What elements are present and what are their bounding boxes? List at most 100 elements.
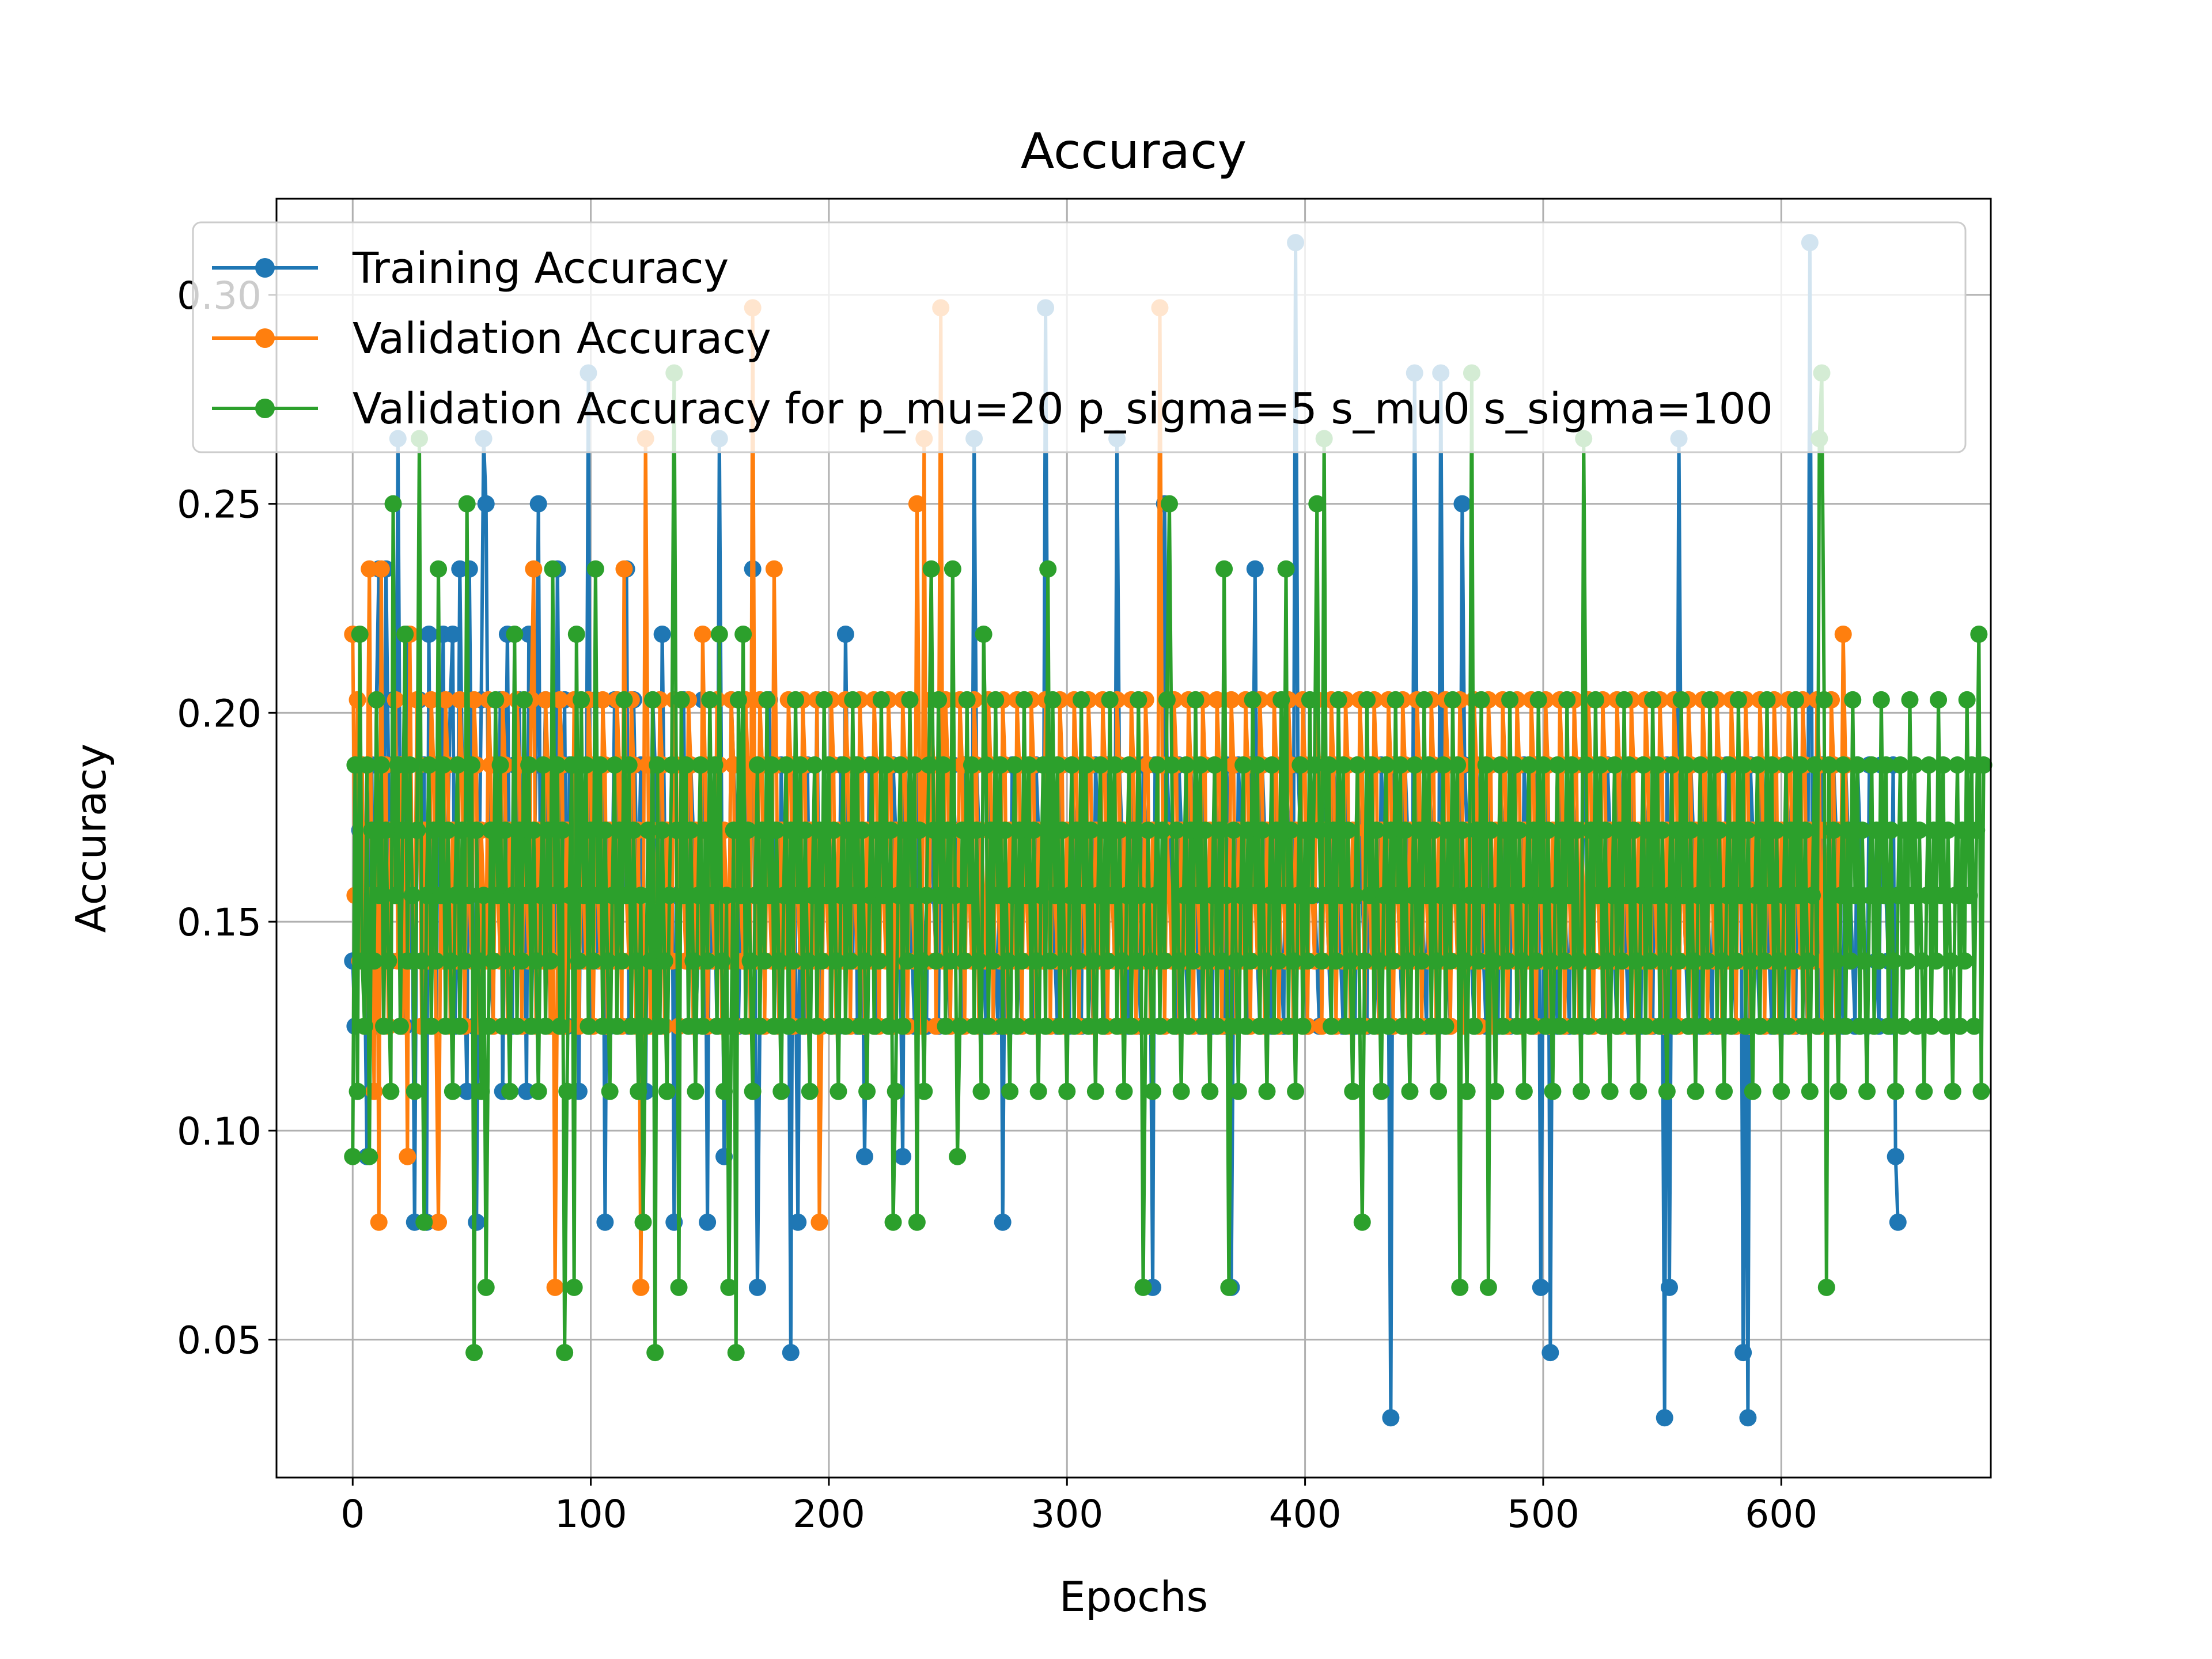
data-point: [1406, 756, 1423, 774]
data-point: [1210, 821, 1228, 839]
data-point: [401, 756, 419, 774]
data-point: [1396, 821, 1414, 839]
data-point: [715, 1082, 733, 1100]
data-point: [494, 1017, 512, 1035]
data-point: [627, 952, 645, 970]
data-point: [651, 1017, 669, 1035]
data-point: [525, 560, 543, 578]
data-point: [908, 495, 926, 513]
data-point: [1605, 756, 1623, 774]
data-point: [596, 821, 614, 839]
data-point: [1263, 756, 1281, 774]
data-point: [1787, 691, 1805, 709]
data-point: [601, 1082, 619, 1100]
data-point: [951, 1017, 969, 1035]
data-point: [446, 887, 464, 904]
data-point: [1836, 1017, 1854, 1035]
data-point: [868, 821, 885, 839]
data-point: [1668, 821, 1685, 839]
legend: Training Accuracy Validation Accuracy Vali…: [192, 221, 1967, 453]
data-point: [1922, 1017, 1940, 1035]
data-point: [946, 887, 964, 904]
data-point: [537, 691, 555, 709]
data-point: [1649, 756, 1666, 774]
data-point: [680, 1017, 698, 1035]
data-point: [605, 756, 623, 774]
data-point: [1794, 1017, 1812, 1035]
data-point: [965, 1017, 983, 1035]
data-point: [525, 821, 543, 839]
data-point: [720, 1278, 738, 1296]
data-point: [894, 1147, 912, 1165]
data-point: [825, 821, 843, 839]
data-point: [434, 756, 452, 774]
data-point: [413, 952, 431, 970]
data-point: [1096, 821, 1114, 839]
data-point: [1608, 1017, 1626, 1035]
data-point: [1567, 821, 1585, 839]
data-point: [1168, 821, 1185, 839]
data-point: [1891, 756, 1909, 774]
data-point: [584, 952, 602, 970]
data-point: [979, 1017, 997, 1035]
data-point: [1729, 691, 1747, 709]
data-point: [1932, 887, 1950, 904]
data-point: [573, 691, 590, 709]
data-point: [1289, 887, 1307, 904]
data-point: [970, 952, 988, 970]
data-point: [487, 691, 505, 709]
data-point: [813, 952, 831, 970]
data-point: [732, 887, 749, 904]
data-point: [984, 952, 1002, 970]
data-point: [1541, 952, 1559, 970]
data-point: [1953, 821, 1971, 839]
data-point: [649, 756, 666, 774]
data-point: [365, 952, 383, 970]
data-point: [1149, 756, 1166, 774]
data-point: [534, 756, 552, 774]
data-point: [1872, 691, 1890, 709]
data-point: [1494, 1017, 1512, 1035]
data-point: [1691, 756, 1709, 774]
data-point: [1161, 495, 1178, 513]
data-point: [1906, 756, 1923, 774]
data-point: [1737, 1017, 1755, 1035]
data-point: [418, 887, 435, 904]
data-point: [1291, 756, 1309, 774]
data-point: [1325, 821, 1343, 839]
data-point: [615, 560, 633, 578]
y-tick-label: 0.20: [177, 691, 262, 736]
data-point: [415, 1213, 433, 1231]
data-point: [1722, 1017, 1740, 1035]
data-point: [1041, 952, 1059, 970]
data-point: [925, 821, 942, 839]
data-point: [1122, 1017, 1140, 1035]
data-point: [358, 756, 376, 774]
data-point: [453, 821, 471, 839]
data-point: [1241, 952, 1259, 970]
data-point: [560, 887, 578, 904]
data-point: [1237, 1017, 1255, 1035]
data-point: [1858, 1082, 1876, 1100]
data-point: [1403, 887, 1421, 904]
data-point: [765, 1017, 783, 1035]
data-point: [1779, 1017, 1797, 1035]
data-point: [1582, 821, 1600, 839]
data-point: [1522, 1017, 1540, 1035]
data-point: [1644, 691, 1662, 709]
x-tick-label: 300: [1031, 1492, 1103, 1536]
data-point: [913, 952, 931, 970]
data-point: [1798, 952, 1816, 970]
data-point: [1256, 952, 1274, 970]
data-point: [1067, 821, 1085, 839]
data-point: [1294, 1017, 1312, 1035]
data-point: [422, 691, 440, 709]
data-point: [1532, 887, 1550, 904]
data-point: [994, 1017, 1012, 1035]
data-point: [713, 952, 730, 970]
data-point: [1075, 887, 1093, 904]
data-point: [611, 821, 628, 839]
data-point: [903, 887, 921, 904]
data-point: [1603, 887, 1621, 904]
data-point: [1641, 952, 1659, 970]
